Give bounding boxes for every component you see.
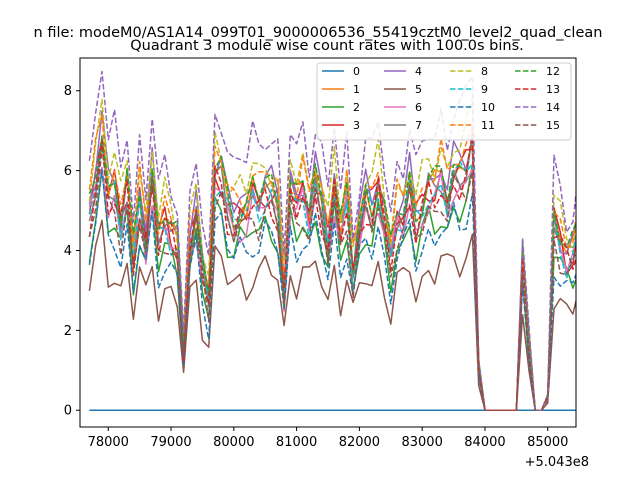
legend-label-2: 2 [353,101,360,114]
series-line-15 [88,148,576,411]
x-axis-offset-label: +5.043e8 [525,455,589,470]
x-tick-label: 80000 [213,435,254,450]
legend-label-1: 1 [353,83,360,96]
legend-frame [316,62,572,141]
x-tick-label: 82000 [339,435,380,450]
legend-label-7: 7 [415,119,422,132]
chart-title: Quadrant 3 module wise count rates with … [130,38,524,54]
x-axis: 78000 79000 80000 81000 82000 83000 84000 85000 [88,427,568,450]
legend-label-11: 11 [481,119,495,132]
y-axis: 0 2 4 6 8 [64,84,80,419]
y-tick-label: 2 [64,324,72,339]
legend-label-9: 9 [481,83,488,96]
legend-label-13: 13 [546,83,560,96]
plot-frame [79,57,577,428]
legend-label-0: 0 [353,65,360,78]
legend-label-3: 3 [353,119,360,132]
legend-label-14: 14 [546,101,560,114]
x-tick-label: 79000 [150,435,191,450]
x-tick-label: 81000 [276,435,317,450]
legend-label-12: 12 [546,65,560,78]
legend-label-5: 5 [415,83,422,96]
series-line-9 [88,145,576,411]
y-tick-label: 6 [64,164,72,179]
series-line-13 [88,132,576,411]
legend-label-8: 8 [481,65,488,78]
x-tick-label: 78000 [88,435,129,450]
legend-label-6: 6 [415,101,422,114]
x-tick-label: 83000 [401,435,442,450]
series-lines [88,70,576,411]
y-tick-label: 0 [64,404,72,419]
legend-label-15: 15 [546,119,560,132]
x-tick-label: 85000 [527,435,568,450]
y-tick-label: 4 [64,244,72,259]
figure-suptitle: n file: modeM0/AS1A14_099T01_9000006536_… [34,25,603,41]
series-line-10 [88,168,576,411]
y-tick-label: 8 [64,84,72,99]
x-tick-label: 84000 [464,435,505,450]
legend-label-10: 10 [481,101,495,114]
series-line-8 [88,97,576,411]
legend-label-4: 4 [415,65,422,78]
